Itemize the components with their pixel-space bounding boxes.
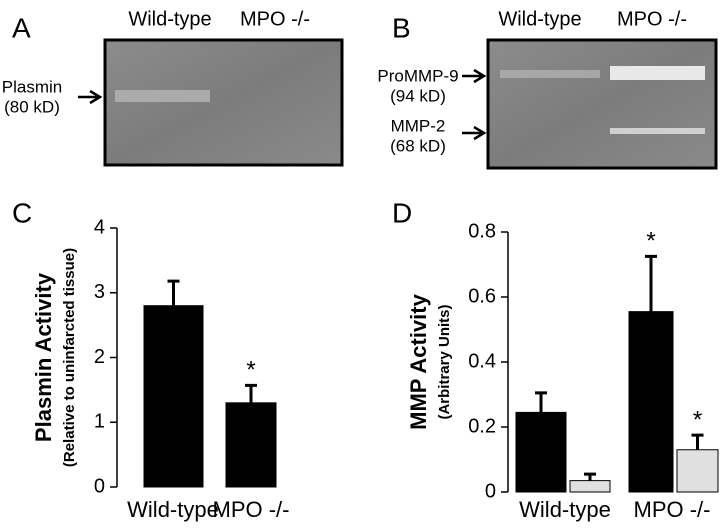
panel-label: A: [12, 12, 31, 43]
arrow: [78, 89, 103, 105]
y-tick-label: 0.4: [468, 350, 496, 372]
error-bar: [645, 254, 657, 312]
band-size: (68 kD): [390, 136, 446, 155]
gel-band: [500, 70, 600, 78]
y-axis-sublabel: (Arbitrary Units): [436, 304, 453, 419]
panel-label: C: [12, 197, 32, 228]
y-axis-label: MMP Activity: [406, 293, 431, 429]
error-bar: [584, 472, 596, 481]
band-label: ProMMP-9: [377, 66, 458, 85]
significance-marker: *: [693, 406, 702, 433]
significance-marker: *: [646, 228, 655, 255]
gel-band: [610, 66, 705, 80]
y-tick-label: 4: [94, 216, 105, 238]
significance-marker: *: [246, 357, 255, 384]
y-tick-label: 0.2: [468, 415, 496, 437]
x-tick-label: Wild-type: [519, 497, 611, 522]
lane-label: Wild-type: [498, 8, 581, 30]
y-tick-label: 0.8: [468, 220, 496, 242]
y-tick-label: 3: [94, 281, 105, 303]
y-tick-label: 0: [94, 475, 105, 497]
error-bar: [245, 383, 257, 403]
gel-band: [115, 90, 210, 102]
y-tick-label: 2: [94, 346, 105, 368]
panel-label: D: [392, 197, 412, 228]
x-tick-label: Wild-type: [127, 497, 219, 522]
bar: [225, 402, 277, 488]
bar: [676, 449, 719, 493]
y-tick-label: 1: [94, 411, 105, 433]
panel-label: B: [392, 12, 411, 43]
gel-band: [610, 128, 705, 134]
y-axis-label: Plasmin Activity: [31, 272, 56, 442]
error-bar: [167, 279, 180, 306]
lane-label: Wild-type: [128, 8, 211, 30]
bar: [143, 305, 204, 488]
y-tick-label: 0: [485, 480, 496, 502]
lane-label: MPO -/-: [240, 8, 310, 30]
x-tick-label: MPO -/-: [634, 497, 711, 522]
y-tick-label: 0.6: [468, 285, 496, 307]
lane-label: MPO -/-: [617, 8, 687, 30]
gel-image: [486, 38, 718, 170]
y-axis-sublabel: (Relative to uninfarcted tissue): [61, 248, 78, 467]
bar: [628, 311, 674, 493]
arrow: [462, 68, 487, 84]
gel-image: [103, 38, 344, 167]
band-size: (80 kD): [4, 97, 60, 116]
band-label: Plasmin: [2, 77, 62, 96]
bar: [569, 480, 611, 493]
band-label: MMP-2: [391, 116, 446, 135]
arrow: [462, 125, 487, 141]
x-tick-label: MPO -/-: [213, 497, 290, 522]
bar: [515, 411, 567, 493]
error-bar: [535, 391, 547, 413]
band-size: (94 kD): [390, 86, 446, 105]
error-bar: [691, 433, 704, 450]
